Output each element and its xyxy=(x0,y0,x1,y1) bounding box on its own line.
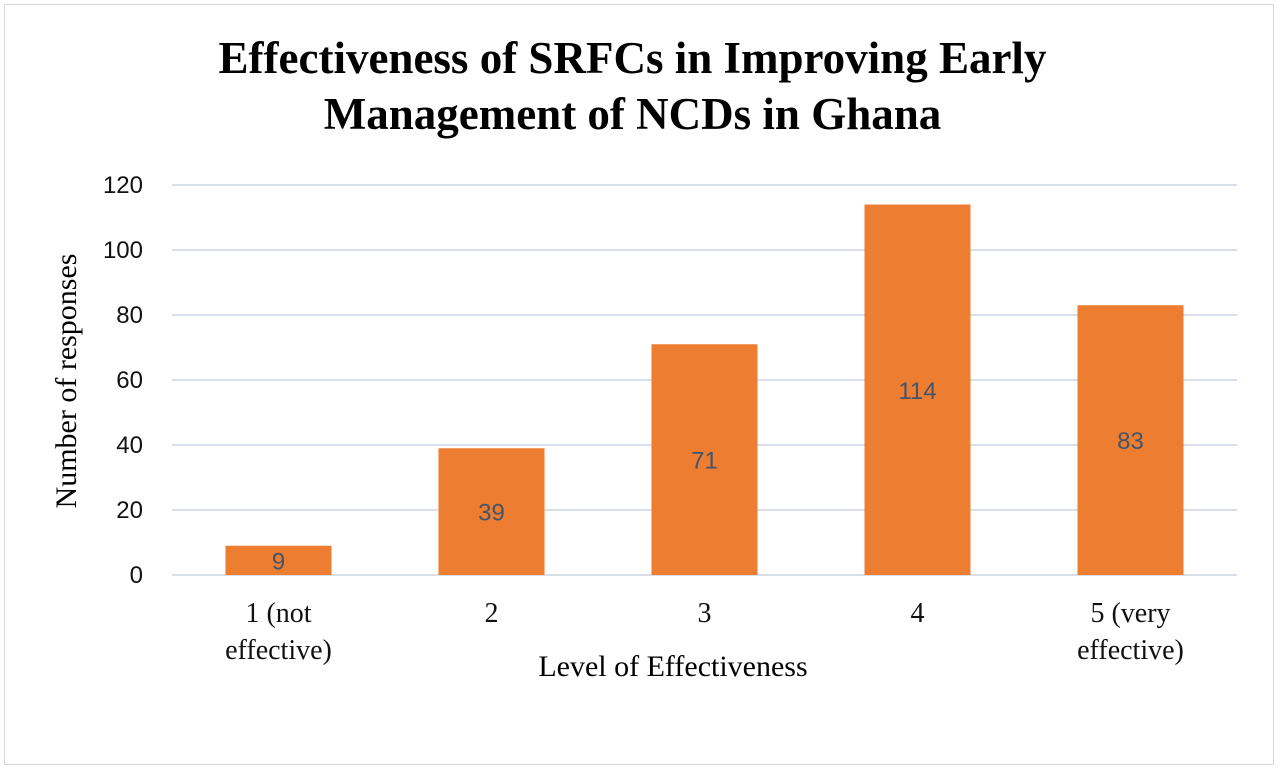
y-tick-label: 120 xyxy=(103,172,143,199)
bar xyxy=(438,448,545,575)
y-tick-label: 0 xyxy=(130,562,143,589)
bar xyxy=(225,545,332,575)
y-tick-label: 40 xyxy=(116,432,143,459)
y-axis-ticks: 0 20 40 60 80 100 120 xyxy=(103,172,143,589)
chart-frame xyxy=(4,4,1274,765)
bar xyxy=(864,204,971,575)
x-axis-label: Level of Effectiveness xyxy=(538,650,807,683)
y-axis-label: Number of responses xyxy=(50,254,83,509)
x-tick-label: 4 xyxy=(911,598,925,629)
y-tick-label: 80 xyxy=(116,302,143,329)
bar xyxy=(651,344,758,575)
data-label: 114 xyxy=(898,378,936,405)
chart-title: Effectiveness of SRFCs in Improving Earl… xyxy=(0,30,1265,142)
y-tick-label: 60 xyxy=(116,367,143,394)
data-label: 39 xyxy=(478,500,505,527)
x-tick-label: effective) xyxy=(1077,635,1184,666)
data-label: 9 xyxy=(272,548,285,575)
x-axis-ticks: 1 (not effective) 2 3 4 5 (very effective) xyxy=(225,598,1184,666)
x-tick-label: effective) xyxy=(225,635,332,666)
bar xyxy=(1077,305,1184,575)
x-tick-label: 2 xyxy=(485,598,499,629)
data-labels: 9 39 71 114 83 xyxy=(272,378,1144,576)
x-tick-label: 3 xyxy=(698,598,712,629)
y-tick-label: 100 xyxy=(103,237,143,264)
data-label: 83 xyxy=(1117,428,1144,455)
x-tick-label: 5 (very xyxy=(1090,598,1170,629)
y-tick-label: 20 xyxy=(116,497,143,524)
x-tick-label: 1 (not xyxy=(245,598,311,629)
chart-title-line-1: Effectiveness of SRFCs in Improving Earl… xyxy=(218,33,1047,83)
data-label: 71 xyxy=(691,448,718,475)
chart-title-line-2: Management of NCDs in Ghana xyxy=(323,89,942,139)
bars xyxy=(225,204,1184,575)
